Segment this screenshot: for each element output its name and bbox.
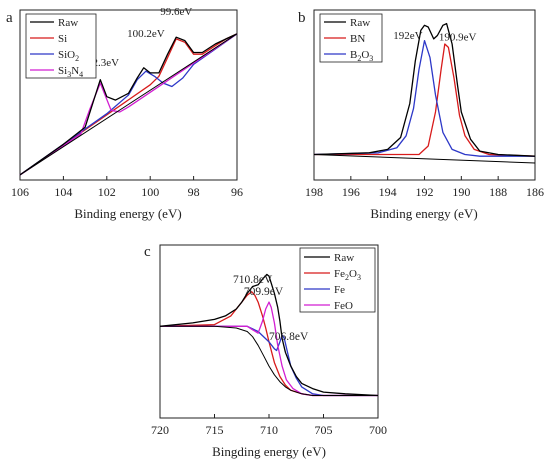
panel-b-series-baseline [313, 154, 536, 164]
panel-a-series-raw [19, 33, 238, 176]
panel-b-tick-label-186: 186 [526, 185, 544, 199]
panel-a-legend-si3n4: Si3N4 [58, 65, 83, 79]
panel-b-series [313, 22, 536, 164]
panel-c-x-axis-label: Bingding energy (eV) [212, 444, 326, 459]
panel-b-x-axis-label: Binding energy (eV) [370, 206, 477, 221]
panel-c-legend-feo: FeO [334, 300, 353, 312]
panel-a-series [19, 33, 238, 176]
panel-c-tick-label-720: 720 [151, 423, 169, 437]
panel-b-series-raw [313, 22, 536, 157]
panel-b-label: b [298, 10, 306, 26]
panel-c-tick-label-710: 710 [260, 423, 278, 437]
panel-b-series-bn [314, 43, 536, 157]
panel-c-tick-label-715: 715 [206, 423, 224, 437]
panel-c: c 720 715 710 705 700 710.8eV709.9eV706.8eV … [144, 244, 387, 459]
panel-a-legend-raw: Raw [58, 17, 78, 29]
panel-c-series-feo [160, 301, 378, 397]
panel-c-series-baseline [160, 325, 378, 396]
panel-b-tick-label-188: 188 [489, 185, 507, 199]
panel-a-tick-label-106: 106 [11, 185, 29, 199]
panel-b-annotations: 192eV 190.9eV [393, 30, 476, 44]
panel-c-tick-label-700: 700 [369, 423, 387, 437]
panel-c-tick-label-705: 705 [315, 423, 333, 437]
panel-b: b 198 196 194 192 190 188 186 192eV 190.9eV Raw… [298, 9, 544, 221]
panel-c-peak-label-709-9ev: 709.9eV [244, 286, 284, 298]
panel-c-peak-label-706-8ev: 706.8eV [269, 331, 309, 343]
panel-b-tick-label-190: 190 [452, 185, 470, 199]
panel-c-legend-fe: Fe [334, 284, 345, 296]
panel-a-legend-si: Si [58, 33, 67, 45]
panel-b-legend: Raw BN B2O3 [319, 13, 383, 63]
panel-b-tick-label-194: 194 [379, 185, 397, 199]
panel-a-series-si [19, 33, 238, 176]
panel-a-tick-label-100: 100 [141, 185, 159, 199]
panel-a-tick-label-102: 102 [98, 185, 116, 199]
panel-a-series-baseline [19, 33, 238, 176]
panel-c-legend: Raw Fe2O3 Fe FeO [299, 247, 376, 313]
panel-b-legend-raw: Raw [350, 17, 370, 29]
panel-c-legend-raw: Raw [334, 252, 354, 264]
panel-a-tick-label-104: 104 [54, 185, 72, 199]
panel-b-peak-label-190-9ev: 190.9eV [439, 32, 477, 44]
panel-c-legend-fe2o3: Fe2O3 [334, 268, 361, 282]
panel-a-x-axis-label: Binding energy (eV) [74, 206, 181, 221]
panel-a-tick-label-96: 96 [231, 185, 243, 199]
panel-a: a 106 104 102 100 98 96 102.3eV100.2eV99.6eV … [6, 6, 243, 221]
panel-c-label: c [144, 244, 151, 260]
panel-a-legend-sio2: SiO2 [58, 49, 79, 63]
panel-b-tick-label-198: 198 [305, 185, 323, 199]
panel-c-series-raw [159, 273, 379, 397]
panel-b-legend-b2o3: B2O3 [350, 49, 373, 63]
panel-c-legend-box [299, 247, 376, 313]
panel-a-plot-frame [19, 9, 238, 181]
panel-a-legend: Raw Si SiO2 Si3N4 [25, 13, 97, 79]
panel-b-tick-label-196: 196 [342, 185, 360, 199]
panel-b-peak-label-192ev: 192eV [393, 30, 422, 42]
panel-b-legend-bn: BN [350, 33, 365, 45]
panel-a-legend-box [25, 13, 97, 79]
panel-a-label: a [6, 10, 13, 26]
panel-c-peak-label-710-8ev: 710.8eV [233, 274, 273, 286]
panel-a-x-ticks: 106 104 102 100 98 96 [11, 176, 243, 199]
panel-b-tick-label-192: 192 [416, 185, 434, 199]
panel-a-series-sio2 [19, 33, 238, 176]
panel-a-tick-label-98: 98 [188, 185, 200, 199]
panel-b-x-ticks: 198 196 194 192 190 188 186 [305, 176, 544, 199]
panel-c-series [159, 273, 379, 397]
panel-a-peak-label-100-2ev: 100.2eV [127, 28, 165, 40]
panel-a-peak-label-99-6ev: 99.6eV [160, 6, 192, 18]
panel-c-series-fe [160, 325, 378, 397]
panel-c-x-ticks: 720 715 710 705 700 [151, 414, 387, 437]
panel-b-series-b2o3 [313, 39, 535, 157]
